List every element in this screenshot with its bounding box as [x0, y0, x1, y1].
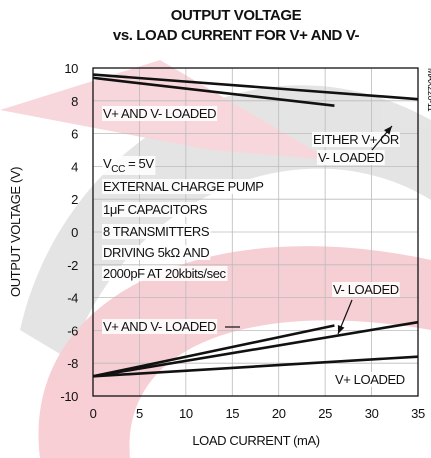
annotation-bg [102, 202, 209, 217]
y-tick-label: -8 [67, 356, 78, 371]
x-axis-label: LOAD CURRENT (mA) [192, 433, 319, 448]
figure-id: MAX220-11 [426, 68, 431, 112]
y-tick-label: 8 [71, 94, 78, 109]
y-axis-label: OUTPUT VOLTAGE (V) [8, 167, 23, 297]
y-tick-label: -6 [67, 323, 78, 338]
annotation: V- LOADED [317, 150, 385, 165]
annotation-bg [334, 372, 406, 387]
x-tick-label: 5 [136, 406, 143, 421]
y-tick-label: 6 [71, 127, 78, 142]
annotation-bg [102, 106, 218, 121]
data-line [92, 324, 335, 378]
annotation-bg [102, 245, 211, 260]
data-line [92, 76, 335, 108]
annotation-text: 1μF CAPACITORS [103, 202, 208, 217]
annotation: 8 TRANSMITTERS [102, 224, 211, 239]
annotation-part: CC [111, 164, 125, 175]
arrow-head [384, 126, 392, 135]
annotation-text: VCC = 5V [103, 156, 154, 175]
y-tick-label: 0 [71, 225, 78, 240]
plot-frame [92, 67, 419, 397]
annotation-bg [317, 150, 385, 165]
annotation-bg [102, 179, 265, 194]
x-tick-label: 15 [225, 406, 239, 421]
annotation: 1μF CAPACITORS [102, 202, 209, 217]
annotation: V- LOADED [332, 282, 400, 297]
annotation-text: V+ AND V- LOADED [103, 319, 216, 334]
y-tick-label: -4 [67, 291, 78, 306]
annotation: V+ AND V- LOADED [102, 106, 218, 121]
y-tick-label: -10 [60, 389, 78, 404]
annotation-bg [102, 319, 218, 334]
annotation: EITHER V+ OR [312, 132, 400, 147]
annotation-text: 2000pF AT 20kbits/sec [103, 266, 227, 281]
annotation-text: 8 TRANSMITTERS [103, 224, 210, 239]
annotation-text: EXTERNAL CHARGE PUMP [103, 179, 264, 194]
x-tick-label: 30 [365, 406, 379, 421]
annotation-text: V+ LOADED [335, 372, 405, 387]
annotation-text: V+ AND V- LOADED [103, 106, 216, 121]
annotation-bg [332, 282, 400, 297]
annotation: 2000pF AT 20kbits/sec [102, 266, 228, 281]
x-tick-label: 10 [179, 406, 193, 421]
annotation-text: V- LOADED [318, 150, 384, 165]
chart-subtitle: vs. LOAD CURRENT FOR V+ AND V- [113, 27, 360, 44]
annotation-bg [102, 156, 156, 175]
x-tick-label: 20 [272, 406, 286, 421]
annotation: V+ AND V- LOADED [102, 319, 218, 334]
annotation: VCC = 5V [102, 156, 156, 175]
annotation-bg [102, 224, 211, 239]
annotation: EXTERNAL CHARGE PUMP [102, 179, 265, 194]
y-tick-label: 4 [71, 159, 78, 174]
annotation-text: V- LOADED [333, 282, 399, 297]
data-line [92, 320, 419, 378]
x-tick-label: 35 [411, 406, 425, 421]
x-tick-label: 25 [318, 406, 332, 421]
annotation-part: V [103, 156, 112, 171]
annotation: DRIVING 5kΩ AND [102, 245, 211, 260]
annotation-part: = 5V [125, 156, 154, 171]
data-line [92, 73, 419, 101]
y-tick-label: -2 [67, 258, 78, 273]
annotation-text: EITHER V+ OR [313, 132, 399, 147]
y-tick-label: 2 [71, 192, 78, 207]
x-tick-label: 0 [90, 406, 97, 421]
annotation-bg [102, 266, 228, 281]
arrow-head [337, 325, 345, 334]
annotation-text: DRIVING 5kΩ AND [103, 245, 209, 260]
chart-title: OUTPUT VOLTAGE [171, 7, 302, 24]
annotation: V+ LOADED [334, 372, 406, 387]
y-tick-label: 10 [64, 61, 78, 76]
data-line [92, 355, 419, 378]
